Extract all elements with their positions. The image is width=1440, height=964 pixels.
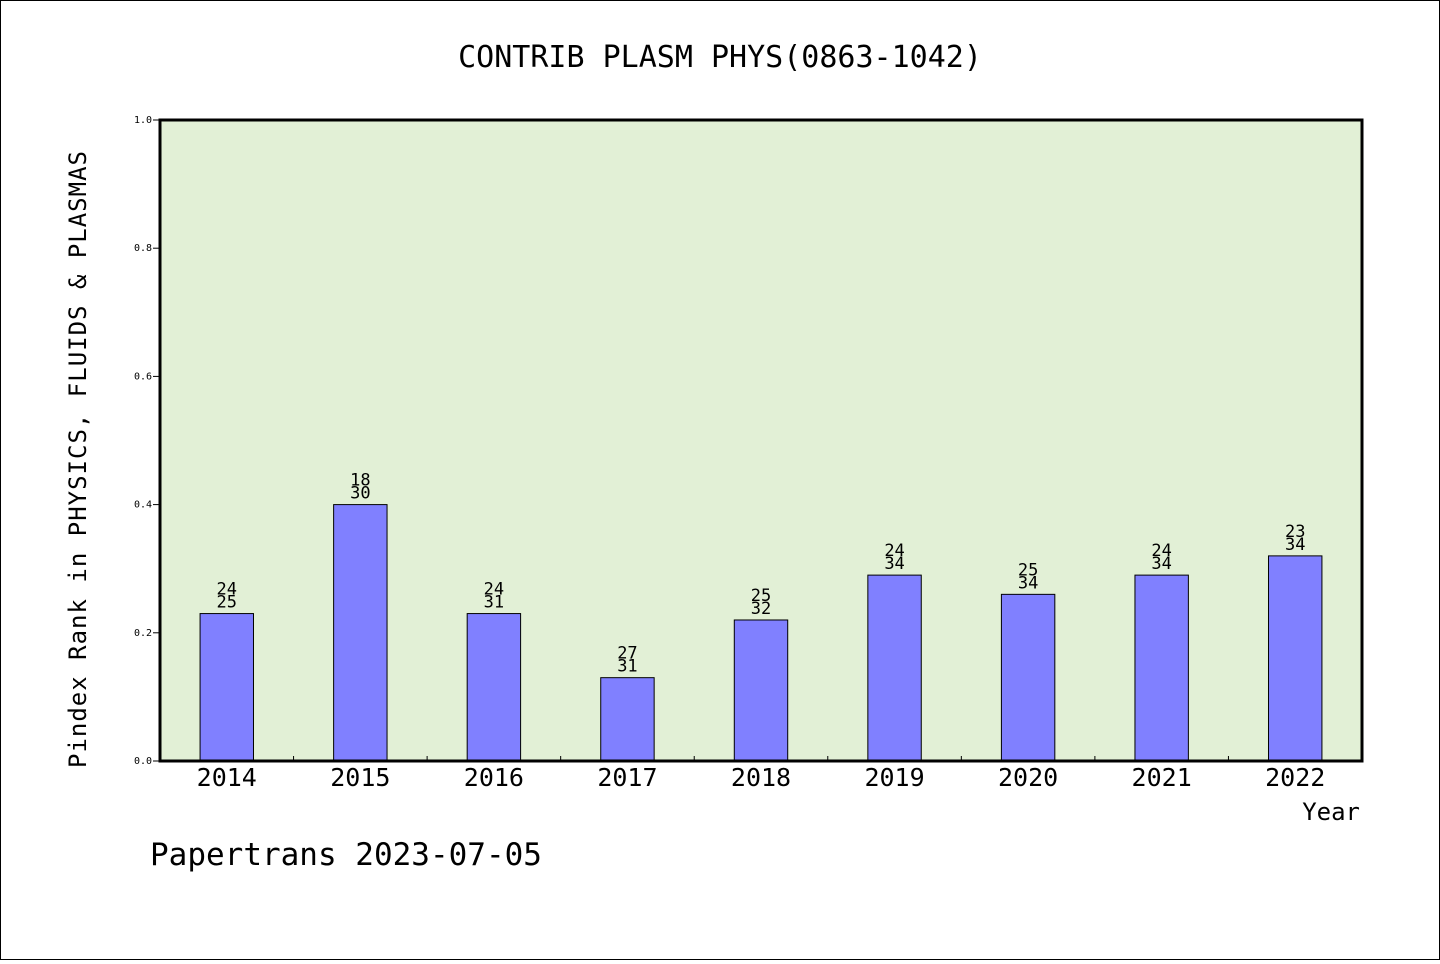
bar-2020 bbox=[1000, 593, 1056, 762]
bar-total-label-2020: 34 bbox=[1018, 573, 1038, 593]
bar-2016 bbox=[466, 613, 522, 762]
plot-border bbox=[158, 118, 1364, 763]
bar-rank-label-2018: 25 bbox=[751, 586, 771, 606]
y-tick-label-0.2: 0.2 bbox=[134, 628, 152, 639]
y-tick-label-0.8: 0.8 bbox=[134, 243, 152, 254]
x-tick-label-2017: 2017 bbox=[597, 763, 657, 792]
x-tick-label-2019: 2019 bbox=[864, 763, 924, 792]
x-tick-label-2014: 2014 bbox=[197, 763, 257, 792]
bar-total-label-2018: 32 bbox=[751, 599, 771, 619]
bar-2019 bbox=[867, 574, 922, 762]
bar-rank-label-2016: 24 bbox=[484, 580, 504, 600]
bar-2021 bbox=[1134, 574, 1189, 762]
ticks-layer: 2014 2015 2016 2017 2018 2019 2020 2021 2022 0.0 0… bbox=[134, 115, 1325, 792]
bar-total-label-2014: 25 bbox=[217, 593, 237, 613]
x-tick-label-2015: 2015 bbox=[330, 763, 390, 792]
bar-total-label-2016: 31 bbox=[484, 593, 504, 613]
bar-2017 bbox=[600, 677, 655, 762]
y-tick-label-0.4: 0.4 bbox=[134, 500, 152, 511]
y-tick-label-1.0: 1.0 bbox=[134, 115, 152, 126]
y-tick-label-0.6: 0.6 bbox=[134, 371, 152, 382]
bar-total-label-2019: 34 bbox=[884, 554, 904, 574]
bar-total-label-2022: 34 bbox=[1285, 535, 1305, 555]
bar-2018 bbox=[733, 619, 789, 762]
bar-rank-label-2015: 18 bbox=[350, 471, 370, 491]
y-axis-label: Pindex Rank in PHYSICS, FLUIDS & PLASMAS bbox=[64, 150, 92, 768]
bar-2022 bbox=[1268, 555, 1323, 762]
x-tick-label-2020: 2020 bbox=[998, 763, 1058, 792]
bar-total-label-2015: 30 bbox=[350, 484, 370, 504]
bar-2014 bbox=[199, 613, 254, 762]
x-tick-label-2021: 2021 bbox=[1132, 763, 1192, 792]
x-tick-label-2018: 2018 bbox=[731, 763, 791, 792]
bar-rank-label-2020: 25 bbox=[1018, 560, 1038, 580]
bar-rank-label-2014: 24 bbox=[217, 580, 237, 600]
bar-rank-label-2019: 24 bbox=[884, 541, 904, 561]
y-tick-label-0.0: 0.0 bbox=[134, 756, 152, 767]
bar-rank-label-2017: 27 bbox=[617, 644, 637, 664]
footer-text: Papertrans 2023-07-05 bbox=[150, 837, 542, 873]
chart-title: CONTRIB PLASM PHYS(0863-1042) bbox=[458, 40, 982, 75]
bar-rank-label-2021: 24 bbox=[1151, 541, 1171, 561]
bar-total-label-2021: 34 bbox=[1151, 554, 1171, 574]
bar-2015 bbox=[333, 504, 388, 762]
x-tick-label-2016: 2016 bbox=[464, 763, 524, 792]
x-tick-label-2022: 2022 bbox=[1265, 763, 1325, 792]
bar-rank-label-2022: 23 bbox=[1285, 522, 1305, 542]
x-axis-label: Year bbox=[1302, 798, 1360, 826]
bar-total-label-2017: 31 bbox=[617, 657, 637, 677]
